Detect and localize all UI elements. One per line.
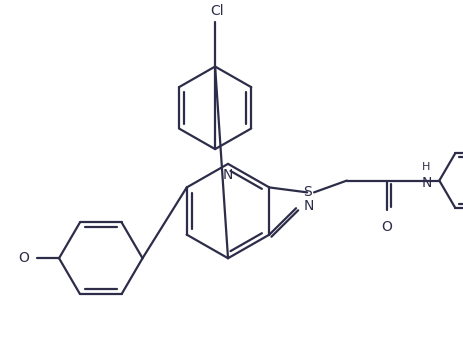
Text: S: S bbox=[302, 185, 311, 199]
Text: H: H bbox=[421, 162, 430, 172]
Text: O: O bbox=[381, 220, 391, 234]
Text: Cl: Cl bbox=[210, 4, 224, 18]
Text: N: N bbox=[222, 168, 233, 182]
Text: N: N bbox=[420, 175, 431, 190]
Text: N: N bbox=[303, 199, 314, 213]
Text: O: O bbox=[19, 251, 29, 265]
